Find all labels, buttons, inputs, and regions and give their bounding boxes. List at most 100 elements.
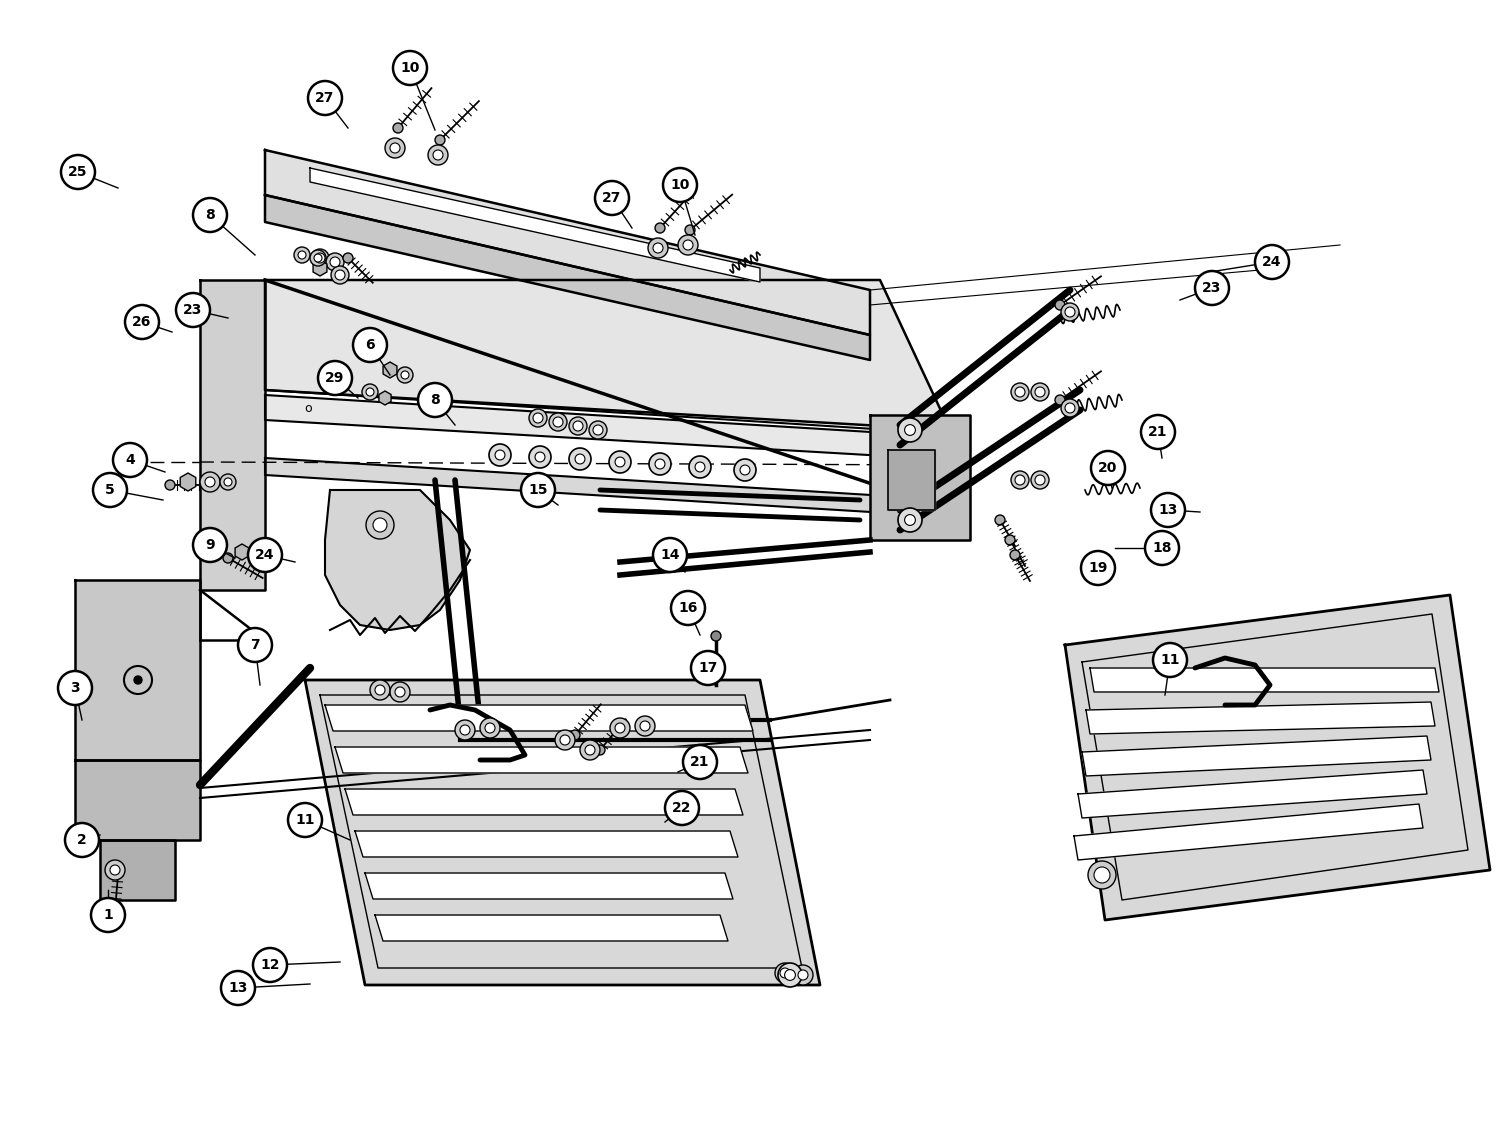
Text: 18: 18 (1152, 541, 1172, 555)
Circle shape (1094, 867, 1110, 883)
Circle shape (370, 680, 390, 700)
Circle shape (1142, 415, 1174, 449)
Circle shape (495, 450, 506, 460)
Text: 9: 9 (206, 539, 214, 552)
Text: 8: 8 (430, 393, 439, 406)
Circle shape (1060, 303, 1078, 321)
Polygon shape (266, 195, 870, 360)
Polygon shape (1078, 770, 1426, 819)
Circle shape (784, 970, 795, 980)
Circle shape (734, 460, 756, 481)
Text: 25: 25 (69, 165, 87, 180)
Text: 12: 12 (261, 959, 279, 972)
Circle shape (454, 720, 476, 739)
Circle shape (390, 682, 410, 702)
Circle shape (352, 329, 387, 362)
Text: 20: 20 (1098, 461, 1118, 475)
Polygon shape (266, 150, 870, 335)
Circle shape (530, 409, 548, 427)
Circle shape (393, 123, 404, 133)
Text: 23: 23 (1203, 281, 1221, 295)
Circle shape (1011, 383, 1029, 401)
Circle shape (390, 143, 400, 154)
Circle shape (254, 948, 286, 982)
Circle shape (776, 963, 795, 983)
Circle shape (1030, 471, 1048, 489)
Circle shape (1016, 387, 1025, 397)
Circle shape (366, 511, 394, 539)
Circle shape (344, 253, 352, 263)
Circle shape (1010, 550, 1020, 560)
Circle shape (315, 253, 326, 263)
Polygon shape (345, 789, 742, 815)
Text: 19: 19 (1089, 561, 1107, 575)
Polygon shape (334, 747, 748, 773)
Text: 13: 13 (1158, 504, 1178, 517)
Circle shape (580, 739, 600, 760)
Circle shape (220, 474, 236, 490)
Polygon shape (1090, 668, 1438, 692)
Text: 3: 3 (70, 681, 80, 695)
Circle shape (92, 898, 124, 933)
Circle shape (326, 253, 344, 271)
Text: 16: 16 (678, 601, 698, 615)
Circle shape (686, 225, 694, 235)
Circle shape (590, 421, 608, 439)
Text: 21: 21 (1149, 425, 1167, 439)
Text: 11: 11 (1161, 653, 1179, 667)
Text: 11: 11 (296, 813, 315, 828)
Circle shape (394, 688, 405, 697)
Circle shape (248, 539, 282, 572)
Polygon shape (100, 840, 176, 900)
Text: 23: 23 (183, 303, 203, 317)
Polygon shape (380, 391, 392, 405)
Circle shape (1196, 271, 1228, 305)
Circle shape (532, 413, 543, 423)
Circle shape (310, 250, 328, 266)
Polygon shape (75, 760, 200, 840)
Circle shape (224, 553, 232, 563)
Circle shape (555, 730, 574, 750)
Circle shape (711, 631, 722, 641)
Polygon shape (375, 914, 728, 940)
Circle shape (165, 480, 176, 490)
Circle shape (419, 383, 452, 417)
Circle shape (1054, 300, 1065, 310)
Circle shape (1035, 475, 1046, 485)
Circle shape (427, 145, 448, 165)
Circle shape (678, 235, 698, 255)
Text: 8: 8 (206, 208, 214, 222)
Polygon shape (1086, 702, 1436, 734)
Circle shape (435, 135, 445, 145)
Text: 24: 24 (1263, 255, 1281, 269)
Circle shape (238, 628, 272, 662)
Text: 24: 24 (255, 548, 274, 562)
Circle shape (124, 305, 159, 339)
Circle shape (568, 417, 586, 435)
Circle shape (1144, 531, 1179, 564)
Circle shape (1088, 861, 1116, 889)
Circle shape (314, 254, 322, 262)
Circle shape (176, 294, 210, 327)
Circle shape (308, 81, 342, 115)
Circle shape (596, 745, 604, 755)
Circle shape (568, 448, 591, 470)
Circle shape (224, 478, 232, 485)
Circle shape (393, 51, 427, 85)
Polygon shape (1082, 736, 1431, 776)
Circle shape (898, 508, 922, 532)
Circle shape (1011, 471, 1029, 489)
Polygon shape (200, 280, 266, 590)
Text: 15: 15 (528, 483, 548, 497)
Circle shape (1054, 395, 1065, 405)
Circle shape (433, 150, 442, 160)
Circle shape (663, 168, 698, 202)
Circle shape (460, 725, 470, 735)
Circle shape (898, 418, 922, 441)
Circle shape (570, 730, 580, 739)
Circle shape (200, 472, 220, 492)
Circle shape (682, 240, 693, 250)
Circle shape (652, 539, 687, 572)
Circle shape (112, 443, 147, 476)
Circle shape (656, 224, 664, 233)
